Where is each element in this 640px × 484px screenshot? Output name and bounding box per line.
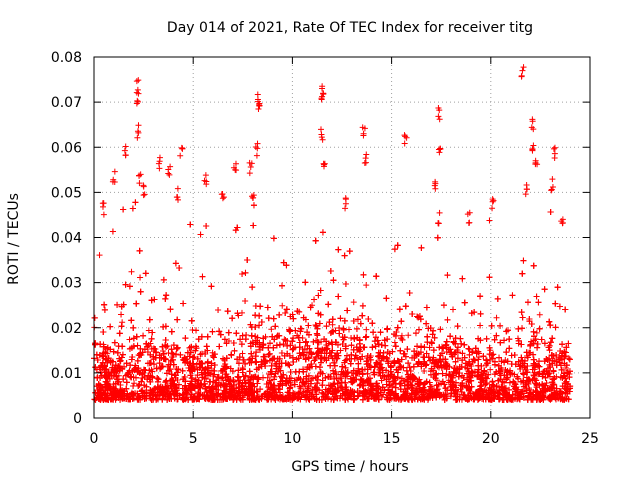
chart-background [0, 0, 640, 480]
